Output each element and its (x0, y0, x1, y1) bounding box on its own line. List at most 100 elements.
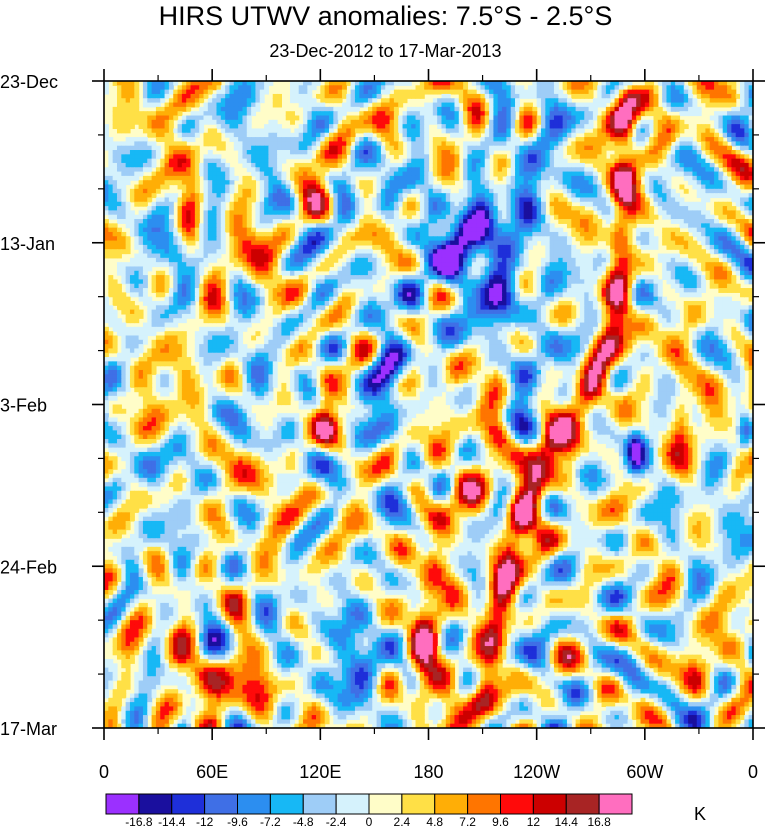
heatmap-cell (233, 132, 239, 138)
heatmap-cell (437, 98, 443, 104)
heatmap-cell (549, 227, 555, 233)
heatmap-cell (380, 197, 386, 203)
heatmap-cell (298, 154, 304, 160)
heatmap-cell (333, 210, 339, 216)
heatmap-cell (121, 236, 127, 242)
heatmap-cell (454, 201, 460, 207)
heatmap-cell (540, 180, 546, 186)
heatmap-cell (549, 197, 555, 203)
heatmap-cell (290, 188, 295, 194)
heatmap-cell (415, 145, 421, 151)
heatmap-cell (112, 244, 118, 250)
heatmap-cell (605, 145, 611, 151)
heatmap-cell (493, 206, 499, 211)
heatmap-cell (528, 193, 533, 199)
heatmap-cell (731, 167, 737, 173)
heatmap-cell (125, 175, 131, 181)
heatmap-cell (562, 188, 568, 194)
heatmap-cell (354, 162, 360, 168)
heatmap-cell (393, 128, 399, 134)
heatmap-cell (333, 106, 339, 112)
heatmap-cell (666, 197, 672, 203)
heatmap-cell (584, 124, 590, 130)
heatmap-cell (701, 145, 707, 151)
heatmap-cell (618, 150, 624, 155)
heatmap-cell (662, 124, 668, 130)
heatmap-cell (450, 85, 456, 91)
heatmap-cell (311, 197, 317, 203)
heatmap-cell (272, 206, 278, 211)
heatmap-cell (164, 236, 170, 242)
heatmap-cell (722, 89, 728, 95)
heatmap-cell (640, 184, 646, 190)
heatmap-cell (406, 137, 412, 142)
heatmap-cell (298, 81, 304, 86)
heatmap-cell (316, 227, 321, 233)
heatmap-cell (601, 167, 607, 173)
heatmap-cell (242, 81, 248, 86)
heatmap-cell (558, 111, 564, 117)
heatmap-cell (160, 210, 166, 216)
heatmap-cell (298, 145, 304, 151)
heatmap-cell (285, 128, 291, 134)
heatmap-cell (523, 214, 529, 220)
heatmap-cell (354, 102, 360, 108)
heatmap-cell (597, 184, 603, 190)
heatmap-cell (380, 89, 386, 95)
heatmap-cell (523, 210, 529, 216)
heatmap-cell (458, 236, 464, 242)
heatmap-cell (298, 132, 304, 138)
heatmap-cell (549, 89, 555, 95)
heatmap-cell (744, 167, 750, 173)
heatmap-cell (735, 214, 741, 220)
heatmap-cell (406, 141, 412, 147)
heatmap-cell (125, 158, 131, 164)
heatmap-cell (316, 171, 321, 177)
heatmap-cell (242, 145, 248, 151)
heatmap-cell (441, 106, 447, 112)
heatmap-cell (346, 175, 352, 181)
heatmap-cell (233, 197, 239, 203)
heatmap-cell (727, 206, 732, 211)
heatmap-cell (376, 180, 382, 186)
heatmap-cell (272, 231, 278, 237)
heatmap-cell (277, 214, 282, 220)
heatmap-cell (242, 141, 248, 147)
heatmap-cell (350, 240, 356, 246)
heatmap-cell (653, 89, 659, 95)
heatmap-cell (225, 124, 231, 130)
heatmap-cell (207, 244, 213, 250)
heatmap-cell (428, 171, 434, 177)
heatmap-cell (588, 111, 594, 117)
heatmap-cell (402, 206, 408, 211)
heatmap-cell (744, 231, 750, 237)
heatmap-cell (610, 197, 616, 203)
heatmap-cell (385, 227, 391, 233)
heatmap-cell (155, 227, 161, 233)
heatmap-cell (618, 219, 624, 224)
heatmap-cell (735, 132, 741, 138)
heatmap-cell (272, 150, 278, 155)
heatmap-cell (744, 111, 750, 117)
heatmap-cell (341, 111, 347, 117)
heatmap-cell (688, 244, 694, 250)
heatmap-cell (432, 240, 438, 246)
heatmap-cell (558, 102, 564, 108)
heatmap-cell (246, 244, 252, 250)
heatmap-cell (393, 81, 399, 86)
heatmap-cell (528, 244, 533, 250)
heatmap-cell (480, 201, 486, 207)
heatmap-cell (571, 175, 577, 181)
heatmap-cell (398, 244, 404, 250)
heatmap-cell (584, 227, 590, 233)
heatmap-cell (540, 231, 546, 237)
heatmap-cell (246, 141, 252, 147)
heatmap-cell (233, 193, 239, 199)
heatmap-cell (497, 210, 503, 216)
heatmap-cell (406, 175, 412, 181)
heatmap-cell (116, 115, 122, 121)
heatmap-cell (480, 231, 486, 237)
heatmap-cell (467, 219, 473, 224)
heatmap-cell (428, 106, 434, 112)
heatmap-cell (528, 137, 533, 142)
